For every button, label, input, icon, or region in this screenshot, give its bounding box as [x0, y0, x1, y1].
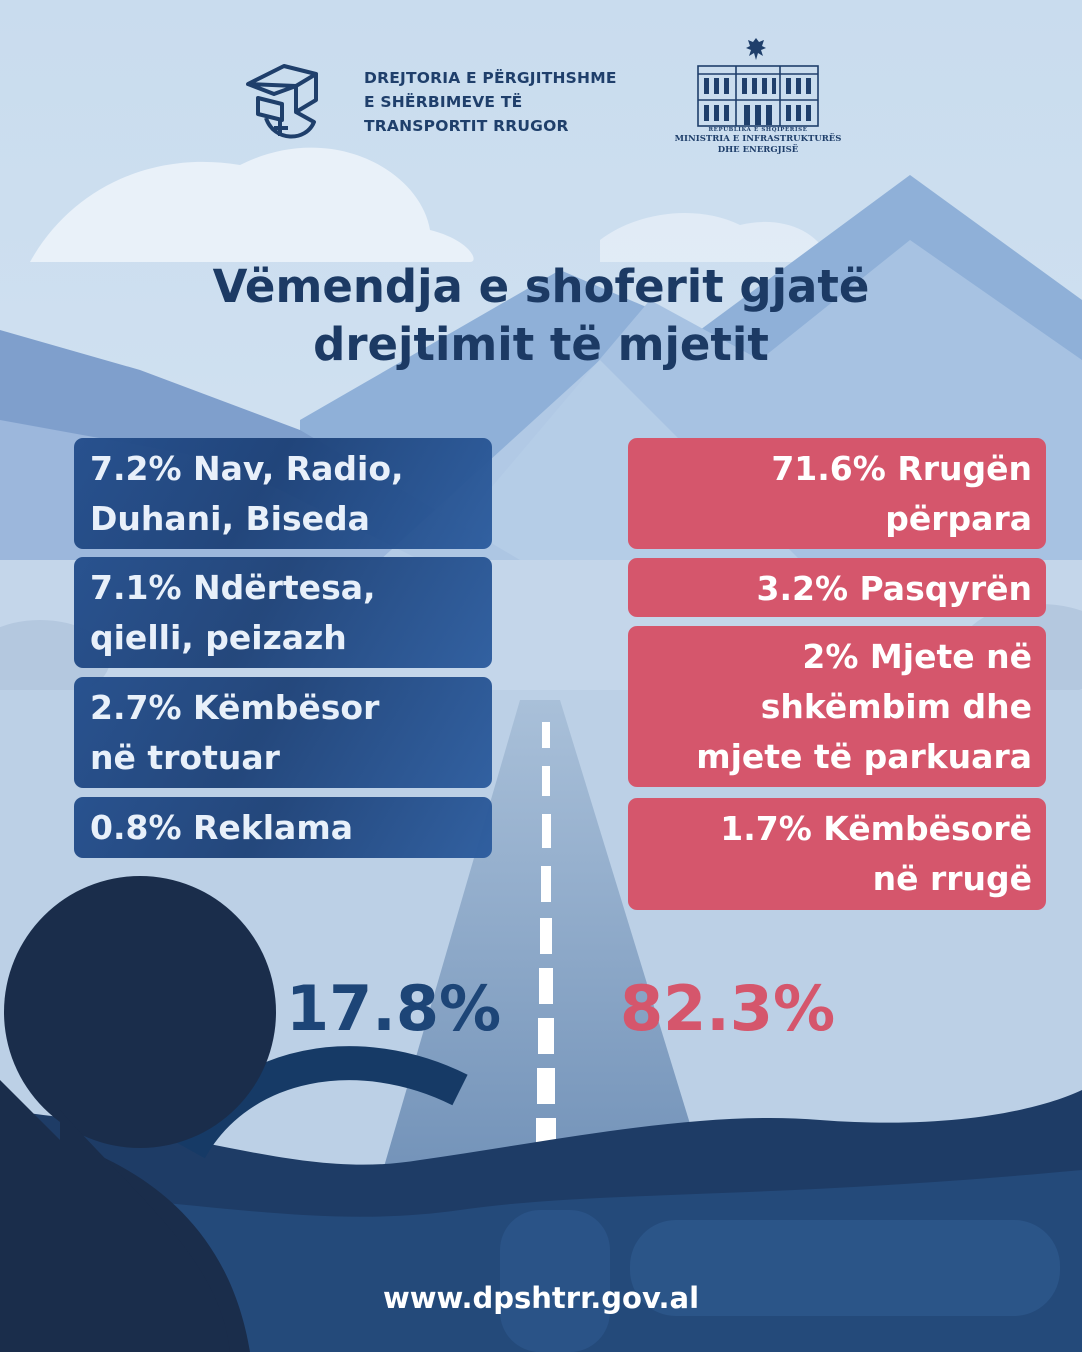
road-focus-box-line: 1.7% Këmbësorë: [720, 809, 1032, 848]
driver-silhouette: [0, 876, 276, 1352]
road-focus-box-line: mjete të parkuara: [696, 737, 1032, 776]
clouds: [30, 147, 830, 262]
road-center-dashes: [536, 722, 556, 1154]
organization-name-line: TRANSPORTIT RRUGOR: [364, 117, 569, 135]
distraction-box: 7.1% Ndërtesa, qielli, peizazh: [74, 557, 492, 668]
distraction-box: 2.7% Këmbësor në trotuar: [74, 677, 492, 788]
distraction-box-line: 0.8% Reklama: [90, 808, 353, 847]
distraction-box-line: 7.1% Ndërtesa,: [90, 568, 376, 607]
page-title: Vëmendja e shoferit gjatë drejtimit të m…: [60, 258, 1022, 374]
road-focus-box-line: 3.2% Pasqyrën: [756, 569, 1032, 608]
road-focus-box: 1.7% Këmbësorë në rrugë: [628, 798, 1046, 910]
distraction-box: 7.2% Nav, Radio, Duhani, Biseda: [74, 438, 492, 549]
road-focus-box: 3.2% Pasqyrën: [628, 558, 1046, 617]
website-url[interactable]: www.dpshtrr.gov.al: [382, 1281, 700, 1315]
road-focus-box: 71.6% Rrugën përpara: [628, 438, 1046, 549]
road-focus-box-line: në rrugë: [872, 859, 1032, 898]
distraction-box-line: 7.2% Nav, Radio,: [90, 449, 404, 488]
albanian-eagle-icon: [746, 38, 766, 60]
distraction-box: 0.8% Reklama: [74, 797, 492, 858]
page-title-line: Vëmendja e shoferit gjatë: [212, 260, 870, 313]
distraction-box-line: Duhani, Biseda: [90, 499, 370, 538]
road-focus-box-line: përpara: [885, 499, 1032, 538]
distraction-box-line: në trotuar: [90, 738, 280, 777]
distraction-total: 17.8%: [286, 972, 502, 1045]
dpshtrr-logo-icon: [246, 64, 318, 139]
road-focus-box-line: shkëmbim dhe: [760, 687, 1032, 726]
ministry-name-line: DHE ENERGJISË: [717, 145, 799, 155]
ministry-name: REPUBLIKA E SHQIPËRISË MINISTRIA E INFRA…: [660, 126, 856, 155]
road-focus-box-line: 71.6% Rrugën: [771, 449, 1032, 488]
ministry-name-line: REPUBLIKA E SHQIPËRISË: [708, 127, 808, 133]
organization-name-line: DREJTORIA E PËRGJITHSHME: [364, 69, 617, 87]
road-focus-box-line: 2% Mjete në: [802, 637, 1032, 676]
ministry-building-icon: [697, 65, 819, 127]
road-focus-box: 2% Mjete në shkëmbim dhe mjete të parkua…: [628, 626, 1046, 787]
organization-name: DREJTORIA E PËRGJITHSHME E SHËRBIMEVE TË…: [364, 66, 634, 138]
distraction-box-line: qielli, peizazh: [90, 618, 347, 657]
page-title-line: drejtimit të mjetit: [313, 318, 769, 371]
road-focus-total: 82.3%: [620, 972, 836, 1045]
organization-name-line: E SHËRBIMEVE TË: [364, 93, 523, 111]
ministry-name-line: MINISTRIA E INFRASTRUKTURËS: [674, 134, 842, 144]
distraction-box-line: 2.7% Këmbësor: [90, 688, 380, 727]
